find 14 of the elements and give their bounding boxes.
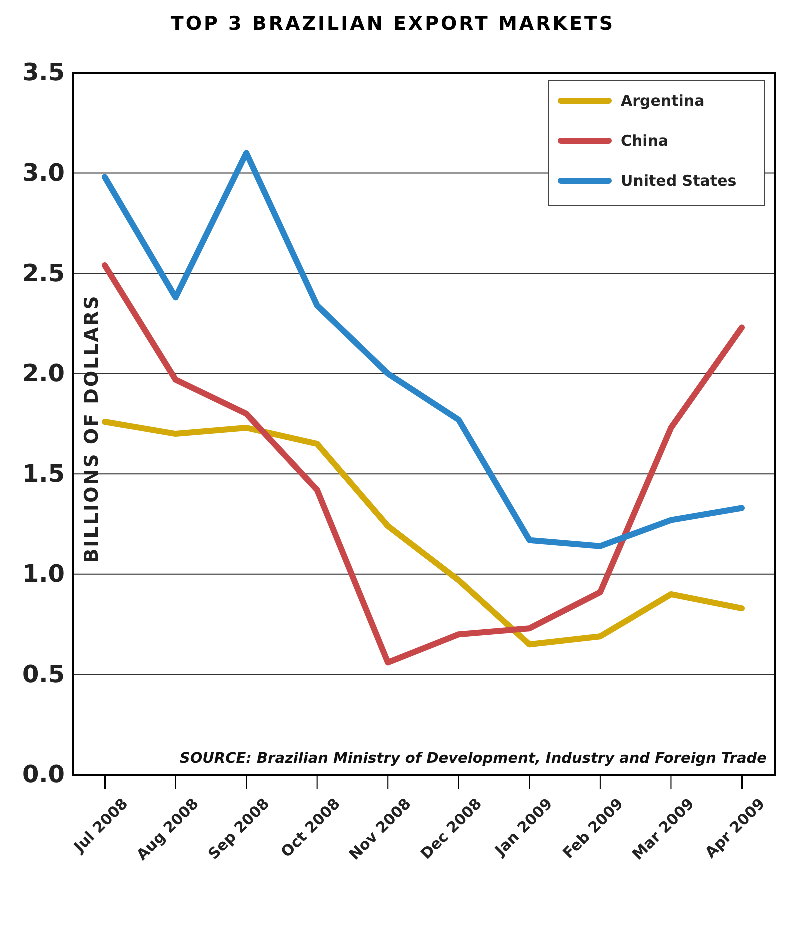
y-tick-label: 1.5 — [22, 460, 65, 488]
y-tick-label: 2.0 — [22, 360, 65, 388]
y-tick-label: 3.0 — [22, 158, 65, 187]
y-tick-label: 1.0 — [22, 560, 65, 588]
legend-label: China — [621, 132, 669, 150]
y-tick-label: 3.5 — [22, 58, 65, 87]
y-tick-label: 0.5 — [22, 660, 65, 688]
legend-label: United States — [621, 172, 737, 190]
annotation: SOURCE: Brazilian Ministry of Development, Industry and Foreign Trade — [180, 751, 768, 767]
y-tick-label: 2.5 — [22, 259, 65, 288]
y-axis-title: BILLIONS OF DOLLARS — [81, 294, 103, 564]
legend-label: Argentina — [621, 92, 705, 110]
y-tick-label: 0.0 — [22, 760, 65, 789]
chart-title: TOP 3 BRAZILIAN EXPORT MARKETS — [170, 13, 616, 35]
